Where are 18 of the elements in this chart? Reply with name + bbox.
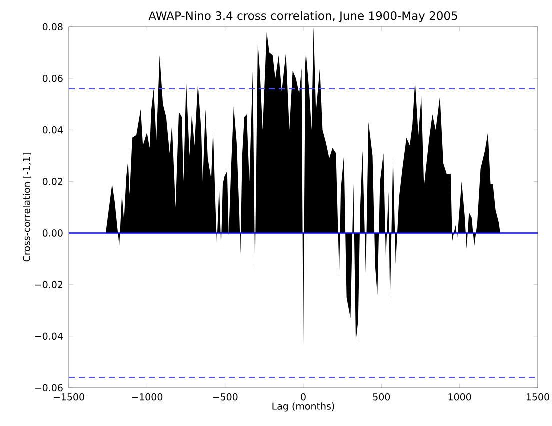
- y-tick-label: 0.08: [42, 23, 63, 31]
- x-tick-label: 0: [301, 394, 306, 401]
- x-tick-label: 1500: [526, 394, 550, 401]
- y-tick-label: 0.02: [42, 178, 63, 186]
- x-tick-label: 500: [373, 394, 390, 401]
- y-tick-label: −0.06: [35, 384, 63, 392]
- y-tick-label: −0.04: [35, 332, 63, 340]
- y-tick-label: 0.04: [42, 126, 63, 134]
- chart-title: AWAP-Nino 3.4 cross correlation, June 1900-May 2005: [148, 11, 458, 22]
- y-tick-label: 0.00: [42, 230, 63, 237]
- x-tick-label: −500: [213, 394, 238, 401]
- x-tick-label: −1000: [132, 394, 163, 401]
- y-tick-label: 0.06: [42, 74, 63, 82]
- y-axis-title: Cross-correlation [-1,1]: [23, 154, 32, 262]
- y-tick-label: −0.02: [35, 281, 63, 288]
- x-tick-label: −1500: [54, 394, 84, 401]
- x-axis-title: Lag (months): [272, 402, 334, 412]
- x-tick-label: 1000: [448, 394, 472, 401]
